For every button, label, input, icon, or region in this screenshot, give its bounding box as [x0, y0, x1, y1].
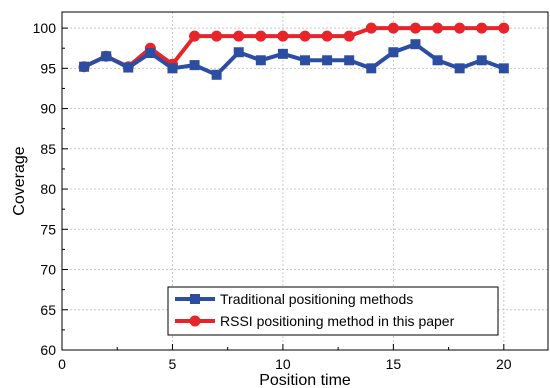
data-point	[322, 55, 333, 66]
legend-label: Traditional positioning methods	[220, 291, 413, 307]
y-tick-label: 75	[40, 221, 56, 237]
data-point	[343, 30, 355, 42]
data-point	[145, 48, 156, 59]
data-point	[277, 48, 288, 59]
data-point	[498, 22, 510, 34]
data-point	[432, 22, 444, 34]
data-point	[211, 69, 222, 80]
y-tick-label: 60	[40, 342, 56, 358]
y-tick-label: 95	[40, 60, 56, 76]
data-point	[300, 55, 310, 66]
data-point	[123, 62, 134, 73]
y-axis-title: Coverage	[11, 146, 28, 215]
data-point	[387, 22, 399, 34]
legend-label: RSSI positioning method in this paper	[220, 313, 455, 329]
x-tick-label: 15	[386, 356, 402, 372]
data-point	[211, 30, 223, 42]
data-point	[277, 30, 289, 42]
data-point	[365, 22, 377, 34]
y-tick-label: 80	[40, 181, 56, 197]
data-point	[409, 22, 421, 34]
y-axis: 60 65 70 75 80 85 90 95 100	[33, 20, 68, 358]
data-point	[255, 30, 267, 42]
data-point	[366, 63, 377, 74]
x-tick-label: 5	[169, 356, 177, 372]
data-point	[432, 55, 443, 66]
data-point	[498, 63, 509, 74]
legend: Traditional positioning methods RSSI posi…	[167, 286, 499, 336]
y-tick-label: 65	[40, 302, 56, 318]
data-point	[189, 30, 201, 42]
series-group	[78, 22, 510, 80]
data-point	[79, 61, 90, 72]
series-1	[79, 39, 509, 80]
data-point	[299, 30, 311, 42]
data-point	[388, 47, 399, 58]
y-tick-label: 70	[40, 262, 56, 278]
x-tick-label: 0	[58, 356, 66, 372]
y-tick-label: 85	[40, 141, 56, 157]
legend-box	[167, 286, 499, 336]
legend-marker	[189, 315, 201, 327]
data-point	[476, 55, 487, 66]
data-point	[233, 47, 244, 58]
x-axis: 0 5 10 15 20	[58, 344, 512, 372]
data-point	[233, 30, 245, 42]
data-point	[476, 22, 488, 34]
x-axis-title: Position time	[259, 372, 351, 388]
data-point	[167, 63, 178, 74]
y-tick-label: 90	[40, 101, 56, 117]
data-point	[321, 30, 333, 42]
data-point	[454, 63, 465, 74]
data-point	[410, 39, 421, 50]
x-tick-label: 10	[275, 356, 291, 372]
data-point	[101, 51, 112, 62]
data-point	[344, 55, 355, 66]
x-tick-label: 20	[496, 356, 512, 372]
data-point	[454, 22, 466, 34]
data-point	[255, 55, 266, 66]
y-tick-label: 100	[33, 20, 57, 36]
plot-frame	[61, 11, 549, 351]
legend-marker	[190, 294, 200, 304]
data-point	[189, 60, 200, 71]
